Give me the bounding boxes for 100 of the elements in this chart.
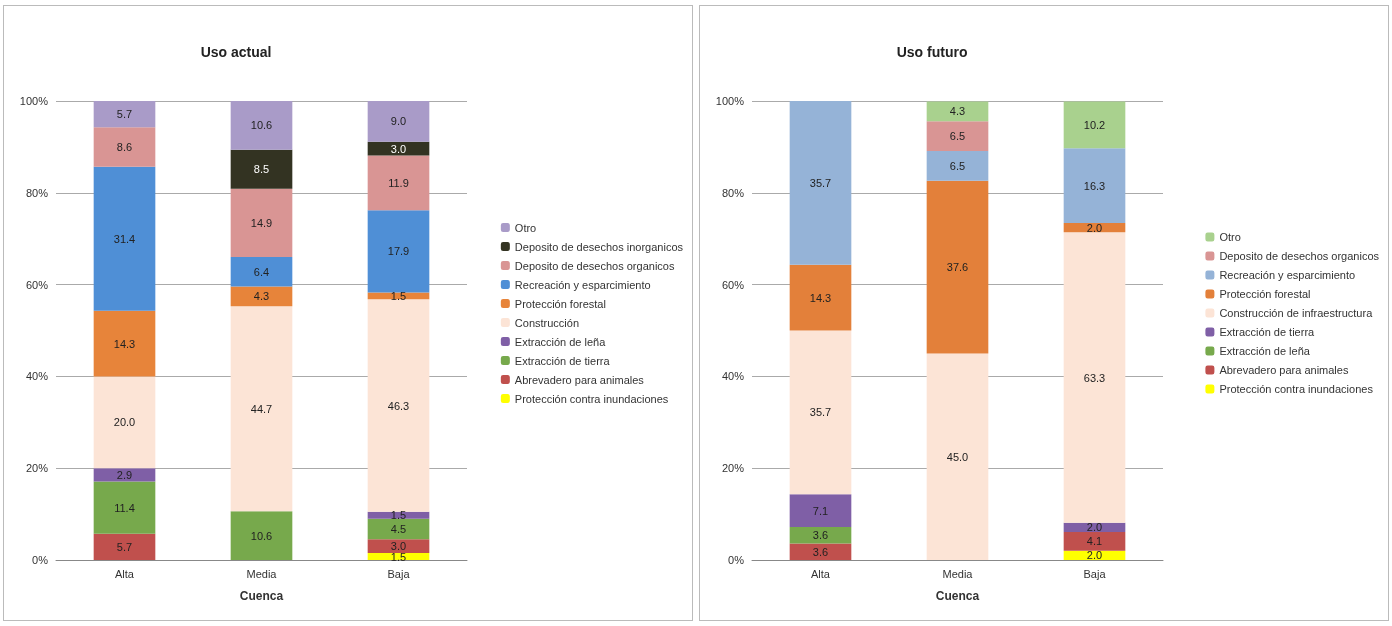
- data-label: 6.5: [949, 159, 966, 172]
- bar: [93, 533, 156, 560]
- x-tick-label: Media: [246, 567, 278, 580]
- data-label: 6.5: [949, 130, 966, 143]
- legend-label: Deposito de desechos organicos: [1219, 250, 1380, 262]
- data-label: 11.9: [388, 176, 409, 189]
- bar: [230, 511, 293, 560]
- data-label: 4.5: [390, 523, 407, 536]
- bar: [789, 101, 852, 265]
- data-label: 11.4: [114, 501, 135, 514]
- legend-label: Construcción de infraestructura: [1219, 307, 1374, 319]
- data-label: 44.7: [250, 402, 273, 415]
- bar: [93, 468, 156, 482]
- bar: [1063, 101, 1126, 149]
- data-label: 20.0: [113, 416, 136, 429]
- y-tick-label: 0%: [32, 554, 49, 566]
- x-axis-title: Cuenca: [935, 589, 980, 603]
- data-label: 1.5: [390, 509, 407, 522]
- data-label: 2.0: [1086, 521, 1103, 534]
- chart-title: Uso futuro: [896, 44, 968, 60]
- data-label: 63.3: [1083, 371, 1106, 384]
- data-label: 9.0: [390, 115, 407, 128]
- y-tick-label: 100%: [715, 95, 745, 107]
- legend-label: Protección forestal: [514, 297, 606, 310]
- bar: [230, 286, 293, 307]
- data-label: 10.6: [250, 119, 273, 132]
- data-label: 8.6: [116, 140, 133, 153]
- y-tick-label: 60%: [721, 278, 745, 291]
- data-label: 5.7: [116, 108, 133, 121]
- x-tick-label: Alta: [811, 567, 831, 580]
- data-label: 17.9: [387, 245, 410, 258]
- legend-label: Deposito de desechos organicos: [514, 259, 675, 272]
- bar: [93, 101, 156, 128]
- data-label: 7.1: [812, 504, 829, 517]
- bar: [230, 149, 293, 189]
- legend-label: Recreación y esparcimiento: [514, 278, 651, 291]
- bar: [926, 151, 989, 181]
- y-tick-label: 20%: [25, 462, 49, 475]
- bar: [93, 166, 156, 311]
- bar: [367, 155, 430, 211]
- legend-label: Otro: [1219, 231, 1241, 243]
- legend-label: Protección contra inundaciones: [514, 392, 669, 405]
- bar: [926, 101, 989, 122]
- bar: [789, 264, 852, 331]
- data-label: 5.7: [116, 540, 133, 553]
- legend-label: Recreación y esparcimiento: [1219, 269, 1356, 281]
- data-label: 14.3: [809, 291, 832, 304]
- bar: [367, 101, 430, 142]
- data-label: 1.5: [390, 289, 407, 302]
- data-label: 10.2: [1083, 118, 1106, 131]
- legend-label: Abrevadero para animales: [1219, 364, 1349, 376]
- data-label: 35.7: [809, 176, 832, 189]
- legend-label: Extracción de leña: [514, 335, 607, 348]
- y-tick-label: 40%: [25, 370, 49, 383]
- data-label: 4.3: [949, 105, 966, 118]
- legend-label: Construcción: [514, 316, 580, 329]
- data-label: 2.0: [1086, 549, 1103, 562]
- bar: [230, 306, 293, 512]
- data-label: 3.0: [390, 540, 407, 553]
- bar: [789, 494, 852, 527]
- legend-label: Extracción de tierra: [1219, 326, 1316, 338]
- data-label: 45.0: [946, 450, 969, 463]
- bar: [367, 141, 430, 156]
- bar: [230, 257, 293, 287]
- bar: [367, 518, 430, 540]
- legend-label: Protección forestal: [1219, 288, 1311, 300]
- bar: [926, 180, 989, 354]
- x-tick-label: Alta: [115, 567, 135, 580]
- bar: [789, 543, 852, 560]
- legend-label: Deposito de desechos inorganicos: [514, 240, 684, 253]
- bar: [230, 188, 293, 258]
- data-label: 4.3: [253, 290, 270, 303]
- data-label: 31.4: [113, 232, 136, 245]
- bar: [367, 299, 430, 512]
- data-label: 2.9: [116, 468, 133, 481]
- bar: [1063, 232, 1126, 523]
- bar: [230, 101, 293, 150]
- data-label: 4.1: [1086, 535, 1103, 548]
- legend-label: Otro: [514, 221, 537, 234]
- data-label: 2.0: [1086, 221, 1103, 234]
- data-label: 14.9: [250, 216, 273, 229]
- data-label: 3.6: [812, 545, 829, 558]
- chart-title: Uso actual: [200, 44, 272, 60]
- legend-label: Abrevadero para animales: [514, 373, 645, 386]
- bar: [93, 310, 156, 377]
- bar: [926, 121, 989, 152]
- data-label: 6.4: [253, 265, 270, 278]
- y-tick-label: 20%: [721, 462, 745, 475]
- data-label: 35.7: [809, 406, 832, 419]
- bar: [93, 481, 156, 534]
- legend-label: Extracción de tierra: [514, 354, 611, 367]
- y-tick-label: 0%: [728, 554, 745, 566]
- data-label: 37.6: [946, 261, 969, 274]
- bar: [367, 539, 430, 554]
- legend-label: Protección contra inundaciones: [1219, 383, 1374, 395]
- y-tick-label: 60%: [25, 278, 49, 291]
- bar: [367, 210, 430, 293]
- data-label: 46.3: [387, 399, 410, 412]
- x-axis-title: Cuenca: [239, 589, 284, 603]
- y-tick-label: 40%: [721, 370, 745, 383]
